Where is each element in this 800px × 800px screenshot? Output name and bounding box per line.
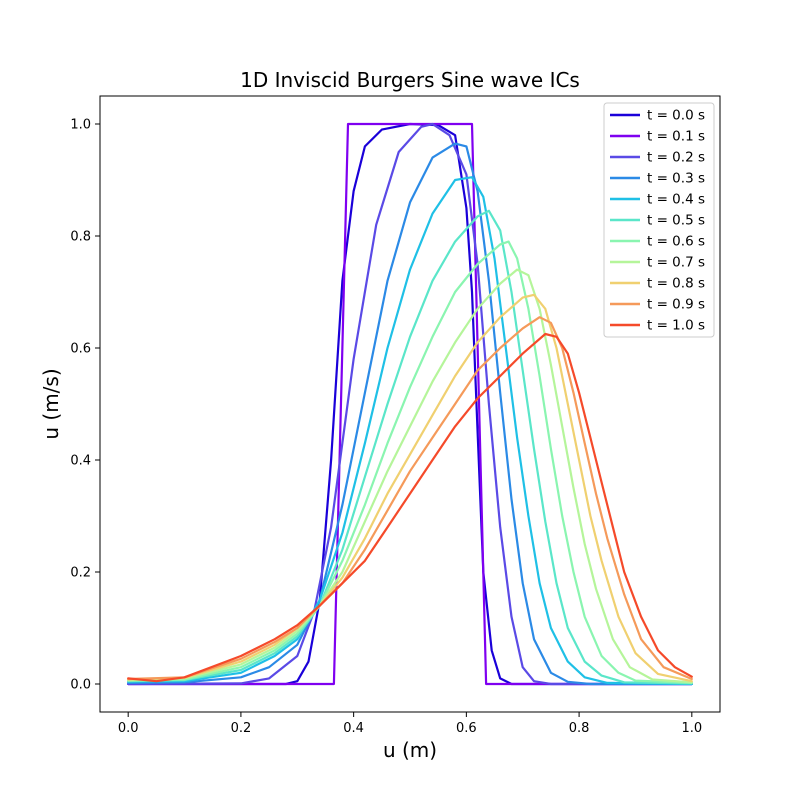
x-axis-ticks: 0.0 0.2 0.4 0.6 0.8 1.0: [118, 712, 702, 736]
legend-label: t = 0.7 s: [647, 255, 705, 271]
chart-title: 1D Inviscid Burgers Sine wave ICs: [240, 68, 580, 92]
legend-label: t = 0.4 s: [647, 192, 705, 208]
x-axis-label: u (m): [383, 738, 437, 762]
series-line-10: [127, 332, 693, 683]
legend-label: t = 0.0 s: [647, 108, 705, 124]
x-tick-label: 0.4: [343, 721, 364, 736]
legend-label: t = 0.6 s: [647, 234, 705, 250]
series-line-3: [127, 142, 693, 686]
x-tick-label: 0.0: [118, 721, 139, 736]
y-axis-label: u (m/s): [39, 368, 63, 439]
legend-label: t = 0.5 s: [647, 213, 705, 229]
legend-label: t = 0.2 s: [647, 150, 705, 166]
series-line-9: [127, 316, 693, 681]
legend: t = 0.0 s t = 0.1 s t = 0.2 s t = 0.3 s t = …: [603, 102, 715, 338]
y-tick-label: 0.8: [70, 230, 91, 245]
y-axis-ticks: 0.0 0.2 0.4 0.6 0.8 1.0: [70, 118, 100, 693]
y-tick-label: 0.0: [70, 678, 91, 693]
series-line-1: [127, 122, 693, 686]
x-tick-label: 0.2: [231, 721, 252, 736]
legend-label: t = 0.8 s: [647, 276, 705, 292]
legend-label: t = 0.3 s: [647, 171, 705, 187]
x-tick-label: 1.0: [681, 721, 702, 736]
legend-label: t = 0.9 s: [647, 297, 705, 313]
legend-box: [603, 102, 715, 338]
legend-label: t = 0.1 s: [647, 129, 705, 145]
series-line-4: [127, 176, 693, 686]
x-tick-label: 0.6: [456, 721, 477, 736]
x-tick-label: 0.8: [569, 721, 590, 736]
series-line-6: [127, 240, 693, 684]
series-line-2: [127, 122, 693, 686]
y-tick-label: 0.2: [70, 566, 91, 581]
plot-frame: [99, 95, 721, 713]
y-tick-label: 0.4: [70, 454, 91, 469]
y-tick-label: 0.6: [70, 342, 91, 357]
series-line-7: [127, 268, 693, 684]
legend-label: t = 1.0 s: [647, 318, 705, 334]
plot-lines: [127, 122, 693, 686]
y-tick-label: 1.0: [70, 118, 91, 133]
series-line-5: [127, 209, 693, 685]
